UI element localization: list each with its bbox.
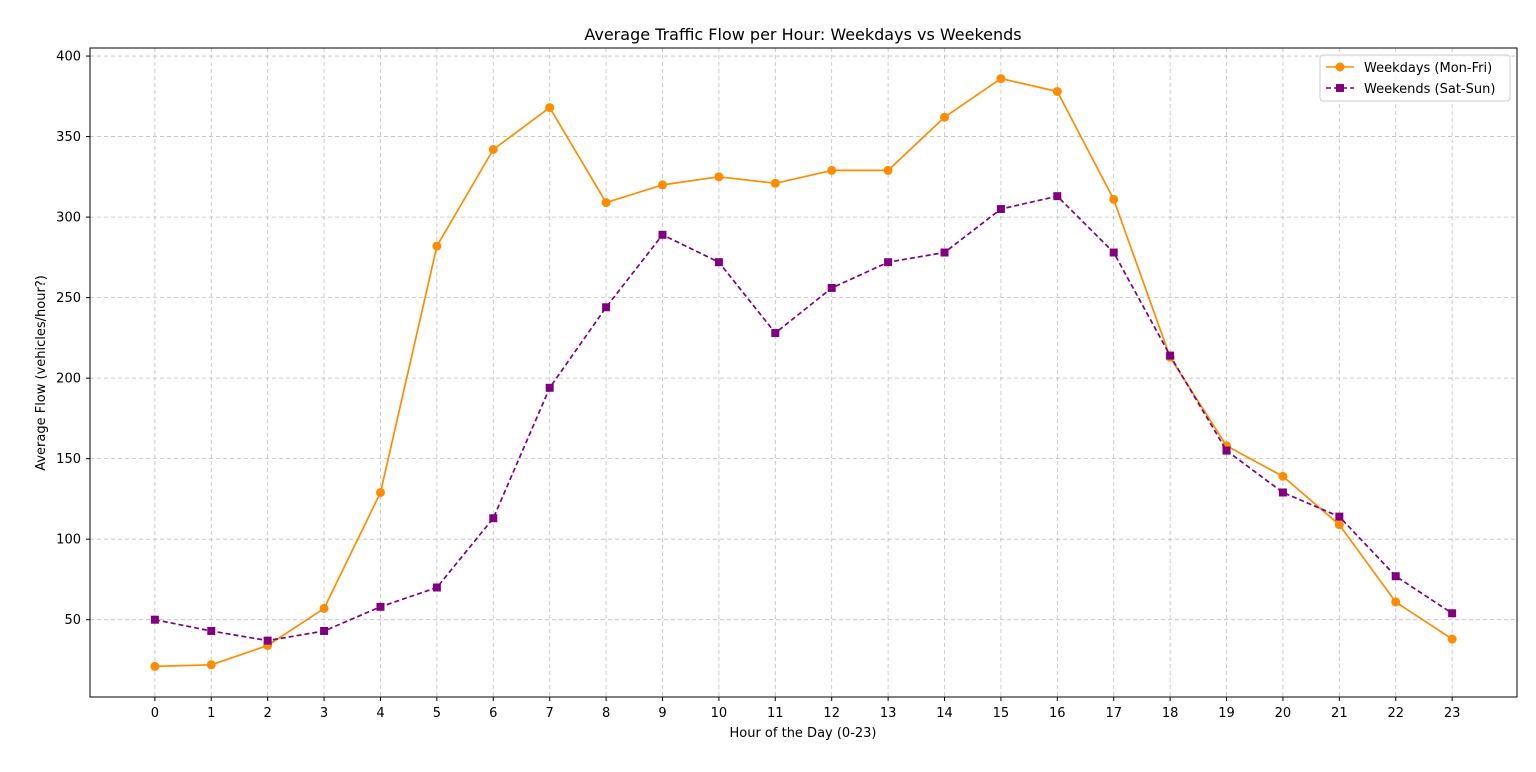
data-point-weekends bbox=[432, 583, 441, 592]
data-point-weekdays bbox=[1334, 520, 1344, 530]
data-point-weekends bbox=[489, 514, 498, 523]
y-axis-label: Average Flow (vehicles/hour?) bbox=[34, 275, 49, 471]
data-point-weekends bbox=[827, 283, 836, 292]
x-tick-label: 4 bbox=[376, 706, 384, 721]
legend-label-weekends: Weekends (Sat-Sun) bbox=[1364, 82, 1495, 97]
y-tick-label: 250 bbox=[56, 291, 81, 306]
data-point-weekends bbox=[376, 602, 385, 611]
data-point-weekdays bbox=[714, 172, 724, 182]
x-tick-label: 11 bbox=[767, 706, 784, 721]
data-point-weekends bbox=[150, 615, 159, 624]
data-point-weekends bbox=[996, 205, 1005, 214]
data-point-weekdays bbox=[432, 241, 442, 251]
data-point-weekends bbox=[771, 329, 780, 338]
data-point-weekdays bbox=[883, 165, 893, 175]
data-point-weekdays bbox=[206, 660, 216, 670]
x-tick-label: 3 bbox=[320, 706, 328, 721]
data-point-weekdays bbox=[1391, 597, 1401, 607]
y-tick-label: 300 bbox=[56, 211, 81, 226]
data-point-weekends bbox=[1053, 192, 1062, 201]
x-tick-label: 5 bbox=[433, 706, 441, 721]
x-tick-label: 19 bbox=[1218, 706, 1235, 721]
y-tick-label: 200 bbox=[56, 372, 81, 387]
data-point-weekdays bbox=[545, 103, 555, 113]
x-tick-label: 8 bbox=[602, 706, 610, 721]
chart-title: Average Traffic Flow per Hour: Weekdays … bbox=[584, 25, 1021, 44]
data-point-weekends bbox=[1109, 248, 1118, 257]
x-tick-label: 2 bbox=[264, 706, 272, 721]
data-point-weekends bbox=[1335, 512, 1344, 521]
data-point-weekdays bbox=[1109, 194, 1119, 204]
x-tick-label: 18 bbox=[1162, 706, 1179, 721]
legend-box bbox=[1319, 54, 1511, 102]
data-point-weekends bbox=[263, 636, 272, 645]
data-point-weekends bbox=[714, 258, 723, 267]
x-tick-label: 9 bbox=[658, 706, 666, 721]
x-tick-label: 10 bbox=[711, 706, 728, 721]
series-line-weekdays bbox=[154, 77, 1453, 668]
data-point-weekends bbox=[602, 303, 611, 312]
legend: Weekdays (Mon-Fri) Weekends (Sat-Sun) bbox=[1319, 54, 1511, 102]
x-tick-label: 12 bbox=[823, 706, 840, 721]
x-tick-label: 13 bbox=[880, 706, 897, 721]
legend-label-weekdays: Weekdays (Mon-Fri) bbox=[1364, 61, 1492, 76]
x-tick-label: 21 bbox=[1331, 706, 1348, 721]
data-point-weekdays bbox=[375, 487, 385, 497]
y-tick-label: 100 bbox=[56, 533, 81, 548]
data-point-weekdays bbox=[657, 180, 667, 190]
x-tick-label: 0 bbox=[151, 706, 159, 721]
x-tick-label: 16 bbox=[1049, 706, 1066, 721]
x-axis-ticks: 0 1 2 3 4 5 6 7 8 9 10 11 12 13 14 15 16 17 18 19 20 21 22 23 bbox=[151, 697, 1461, 721]
x-tick-label: 20 bbox=[1275, 706, 1292, 721]
series-layer bbox=[150, 74, 1457, 671]
legend-marker-weekends bbox=[1336, 84, 1344, 92]
data-point-weekends bbox=[940, 248, 949, 257]
series-weekdays bbox=[150, 74, 1457, 671]
x-tick-label: 14 bbox=[936, 706, 953, 721]
data-point-weekends bbox=[1278, 488, 1287, 497]
data-point-weekends bbox=[884, 258, 893, 267]
data-point-weekends bbox=[1222, 446, 1231, 455]
data-point-weekends bbox=[1166, 351, 1175, 360]
data-point-weekends bbox=[658, 230, 667, 239]
y-tick-label: 150 bbox=[56, 452, 81, 467]
data-point-weekdays bbox=[1278, 471, 1288, 481]
data-point-weekdays bbox=[319, 603, 329, 613]
data-point-weekdays bbox=[1447, 634, 1457, 644]
y-axis-ticks: 50 100 150 200 250 300 350 400 bbox=[56, 50, 90, 628]
data-point-weekends bbox=[207, 626, 216, 635]
grid-lines bbox=[90, 48, 1517, 697]
y-tick-label: 50 bbox=[64, 613, 81, 628]
x-tick-label: 1 bbox=[207, 706, 215, 721]
data-point-weekdays bbox=[150, 661, 160, 671]
data-point-weekdays bbox=[1052, 86, 1062, 96]
series-weekends bbox=[150, 192, 1457, 645]
data-point-weekdays bbox=[996, 74, 1006, 84]
data-point-weekdays bbox=[827, 165, 837, 175]
data-point-weekdays bbox=[488, 144, 498, 154]
data-point-weekends bbox=[545, 383, 554, 392]
y-tick-label: 400 bbox=[56, 50, 81, 65]
series-line-weekends bbox=[154, 195, 1453, 642]
data-point-weekends bbox=[1448, 609, 1457, 618]
data-point-weekdays bbox=[770, 178, 780, 188]
data-point-weekdays bbox=[601, 198, 611, 208]
legend-marker-weekdays bbox=[1335, 62, 1345, 72]
data-point-weekdays bbox=[940, 112, 950, 122]
x-tick-label: 22 bbox=[1387, 706, 1404, 721]
plot-frame bbox=[89, 47, 1518, 698]
x-tick-label: 6 bbox=[489, 706, 497, 721]
x-tick-label: 15 bbox=[993, 706, 1010, 721]
data-point-weekends bbox=[320, 626, 329, 635]
x-tick-label: 17 bbox=[1105, 706, 1122, 721]
x-tick-label: 7 bbox=[546, 706, 554, 721]
x-axis-label: Hour of the Day (0-23) bbox=[729, 726, 876, 741]
y-tick-label: 350 bbox=[56, 130, 81, 145]
x-tick-label: 23 bbox=[1444, 706, 1461, 721]
data-point-weekends bbox=[1391, 572, 1400, 581]
